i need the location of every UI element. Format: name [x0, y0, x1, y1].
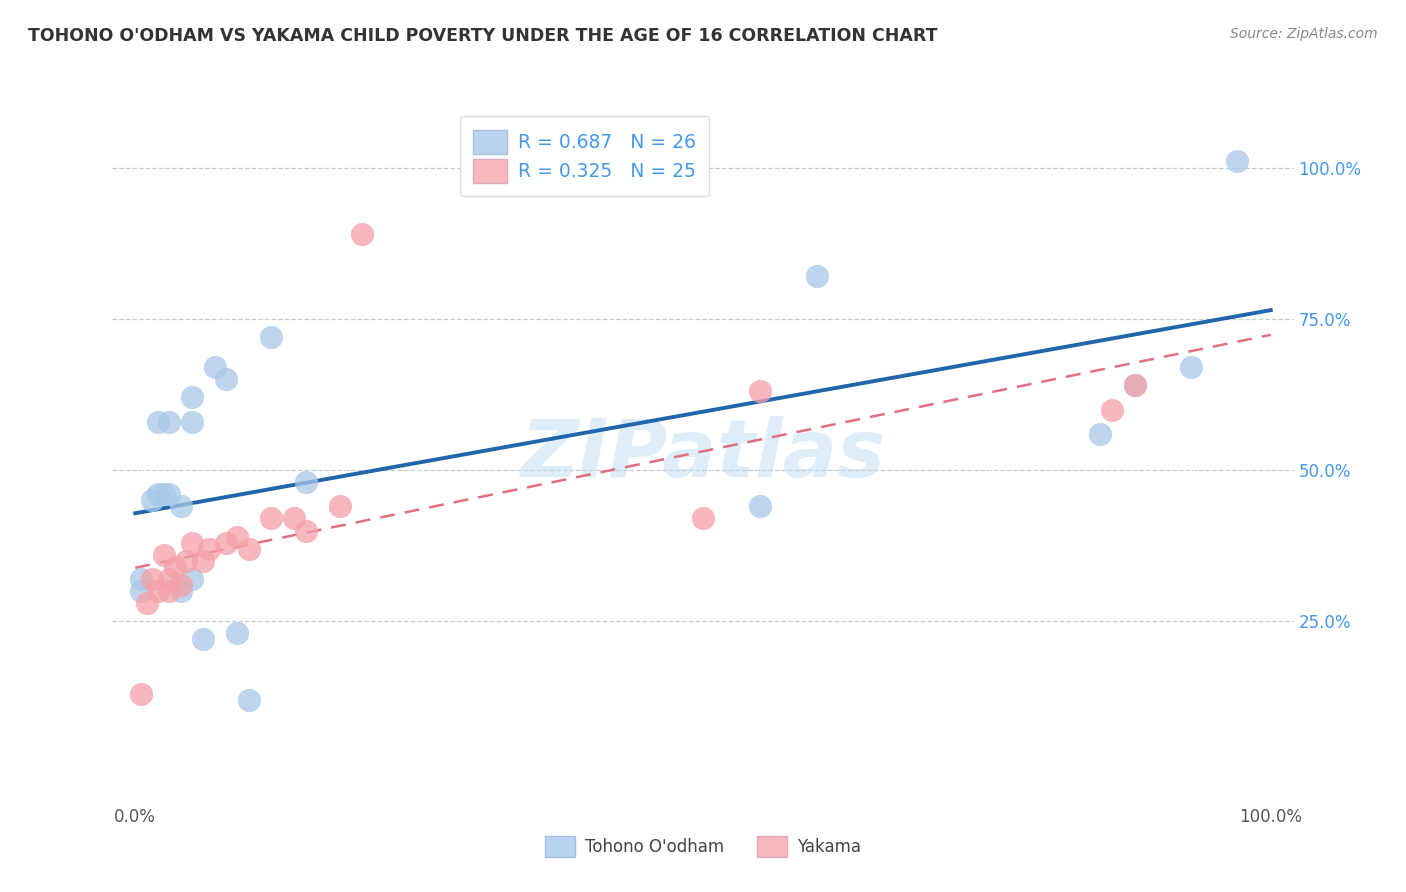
- Point: [283, 511, 305, 525]
- Point: [163, 559, 186, 574]
- Point: [152, 487, 174, 501]
- Point: [215, 535, 238, 549]
- Point: [352, 227, 374, 241]
- Point: [260, 330, 283, 344]
- Point: [1101, 402, 1123, 417]
- Point: [1123, 378, 1146, 392]
- Point: [748, 500, 770, 514]
- Point: [260, 511, 283, 525]
- Text: ZIPatlas: ZIPatlas: [520, 416, 886, 494]
- Point: [806, 269, 828, 284]
- Point: [198, 541, 221, 556]
- Point: [181, 535, 204, 549]
- Point: [181, 572, 204, 586]
- Point: [157, 487, 180, 501]
- Point: [1226, 154, 1249, 169]
- Point: [1180, 360, 1202, 375]
- Text: TOHONO O'ODHAM VS YAKAMA CHILD POVERTY UNDER THE AGE OF 16 CORRELATION CHART: TOHONO O'ODHAM VS YAKAMA CHILD POVERTY U…: [28, 27, 938, 45]
- Point: [129, 572, 152, 586]
- Point: [135, 596, 157, 610]
- Point: [1123, 378, 1146, 392]
- Point: [748, 384, 770, 399]
- Point: [1090, 426, 1112, 441]
- Point: [238, 693, 260, 707]
- Point: [238, 541, 260, 556]
- Point: [294, 524, 316, 538]
- Point: [152, 548, 174, 562]
- Point: [169, 578, 191, 592]
- Point: [169, 584, 191, 599]
- Point: [692, 511, 714, 525]
- Point: [141, 572, 163, 586]
- Point: [157, 415, 180, 429]
- Point: [204, 360, 226, 375]
- Point: [193, 632, 215, 647]
- Point: [215, 372, 238, 386]
- Point: [141, 493, 163, 508]
- Point: [181, 391, 204, 405]
- Point: [181, 415, 204, 429]
- Point: [294, 475, 316, 490]
- Point: [129, 584, 152, 599]
- Point: [329, 500, 352, 514]
- Point: [146, 415, 169, 429]
- Legend: Tohono O'odham, Yakama: Tohono O'odham, Yakama: [538, 830, 868, 864]
- Point: [157, 572, 180, 586]
- Point: [146, 487, 169, 501]
- Point: [226, 530, 249, 544]
- Point: [193, 554, 215, 568]
- Point: [157, 584, 180, 599]
- Text: Source: ZipAtlas.com: Source: ZipAtlas.com: [1230, 27, 1378, 41]
- Point: [146, 584, 169, 599]
- Point: [226, 626, 249, 640]
- Point: [169, 500, 191, 514]
- Point: [129, 687, 152, 701]
- Point: [174, 554, 197, 568]
